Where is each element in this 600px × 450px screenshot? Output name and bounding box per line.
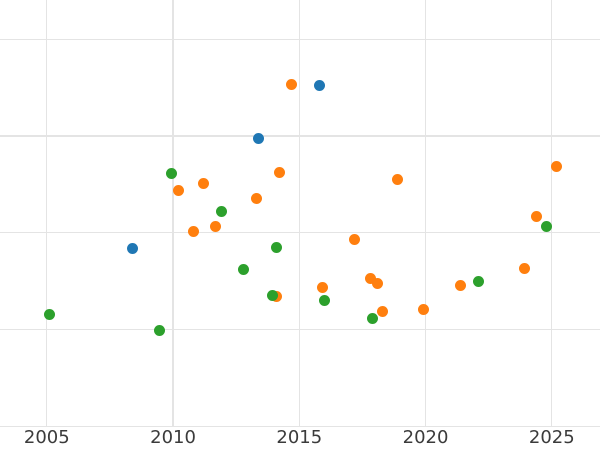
scatter-point-orange [316,282,328,294]
x-tick-label: 2020 [402,427,449,448]
x-tick-label: 2025 [528,427,575,448]
x-gridline [46,0,48,427]
scatter-point-orange [286,79,298,91]
x-tick-label: 2010 [150,427,196,448]
scatter-point-orange [187,226,199,238]
scatter-point-orange [349,234,361,246]
scatter-point-orange [377,305,389,317]
scatter-point-green [367,313,379,325]
x-tick-label: 2015 [276,427,323,448]
scatter-point-green [43,308,55,320]
scatter-point-green [215,206,227,217]
scatter-point-orange [210,221,222,233]
scatter-point-orange [551,160,563,172]
scatter-point-orange [364,272,376,284]
scatter-point-blue [314,80,325,92]
scatter-point-green [473,275,485,287]
y-gridline [0,425,600,428]
y-gridline [0,328,600,331]
x-gridline [298,0,300,427]
x-gridline [424,0,427,427]
scatter-point-orange [197,177,209,189]
scatter-point-orange [518,263,530,275]
scatter-point-orange [392,174,404,186]
scatter-point-orange [417,303,429,315]
scatter-point-green [271,241,283,253]
scatter-point-green [319,295,331,307]
x-tick-label: 2005 [23,427,70,448]
scatter-point-orange [172,184,184,196]
scatter-point-orange [372,277,384,289]
scatter-point-green [238,264,250,276]
scatter-point-orange [455,279,467,291]
y-gridline [0,135,600,137]
scatter-point-orange [531,210,543,222]
scatter-point-green [153,325,165,337]
scatter-point-green [166,168,178,180]
scatter-point-orange [250,193,262,205]
scatter-point-orange [273,167,285,179]
scatter-point-green [267,290,279,302]
y-gridline [0,38,600,40]
scatter-point-blue [127,242,139,254]
scatter-point-green [541,221,553,233]
scatter-point-blue [253,133,265,145]
x-gridline [551,0,553,427]
x-gridline [172,0,174,427]
y-gridline [0,232,600,234]
